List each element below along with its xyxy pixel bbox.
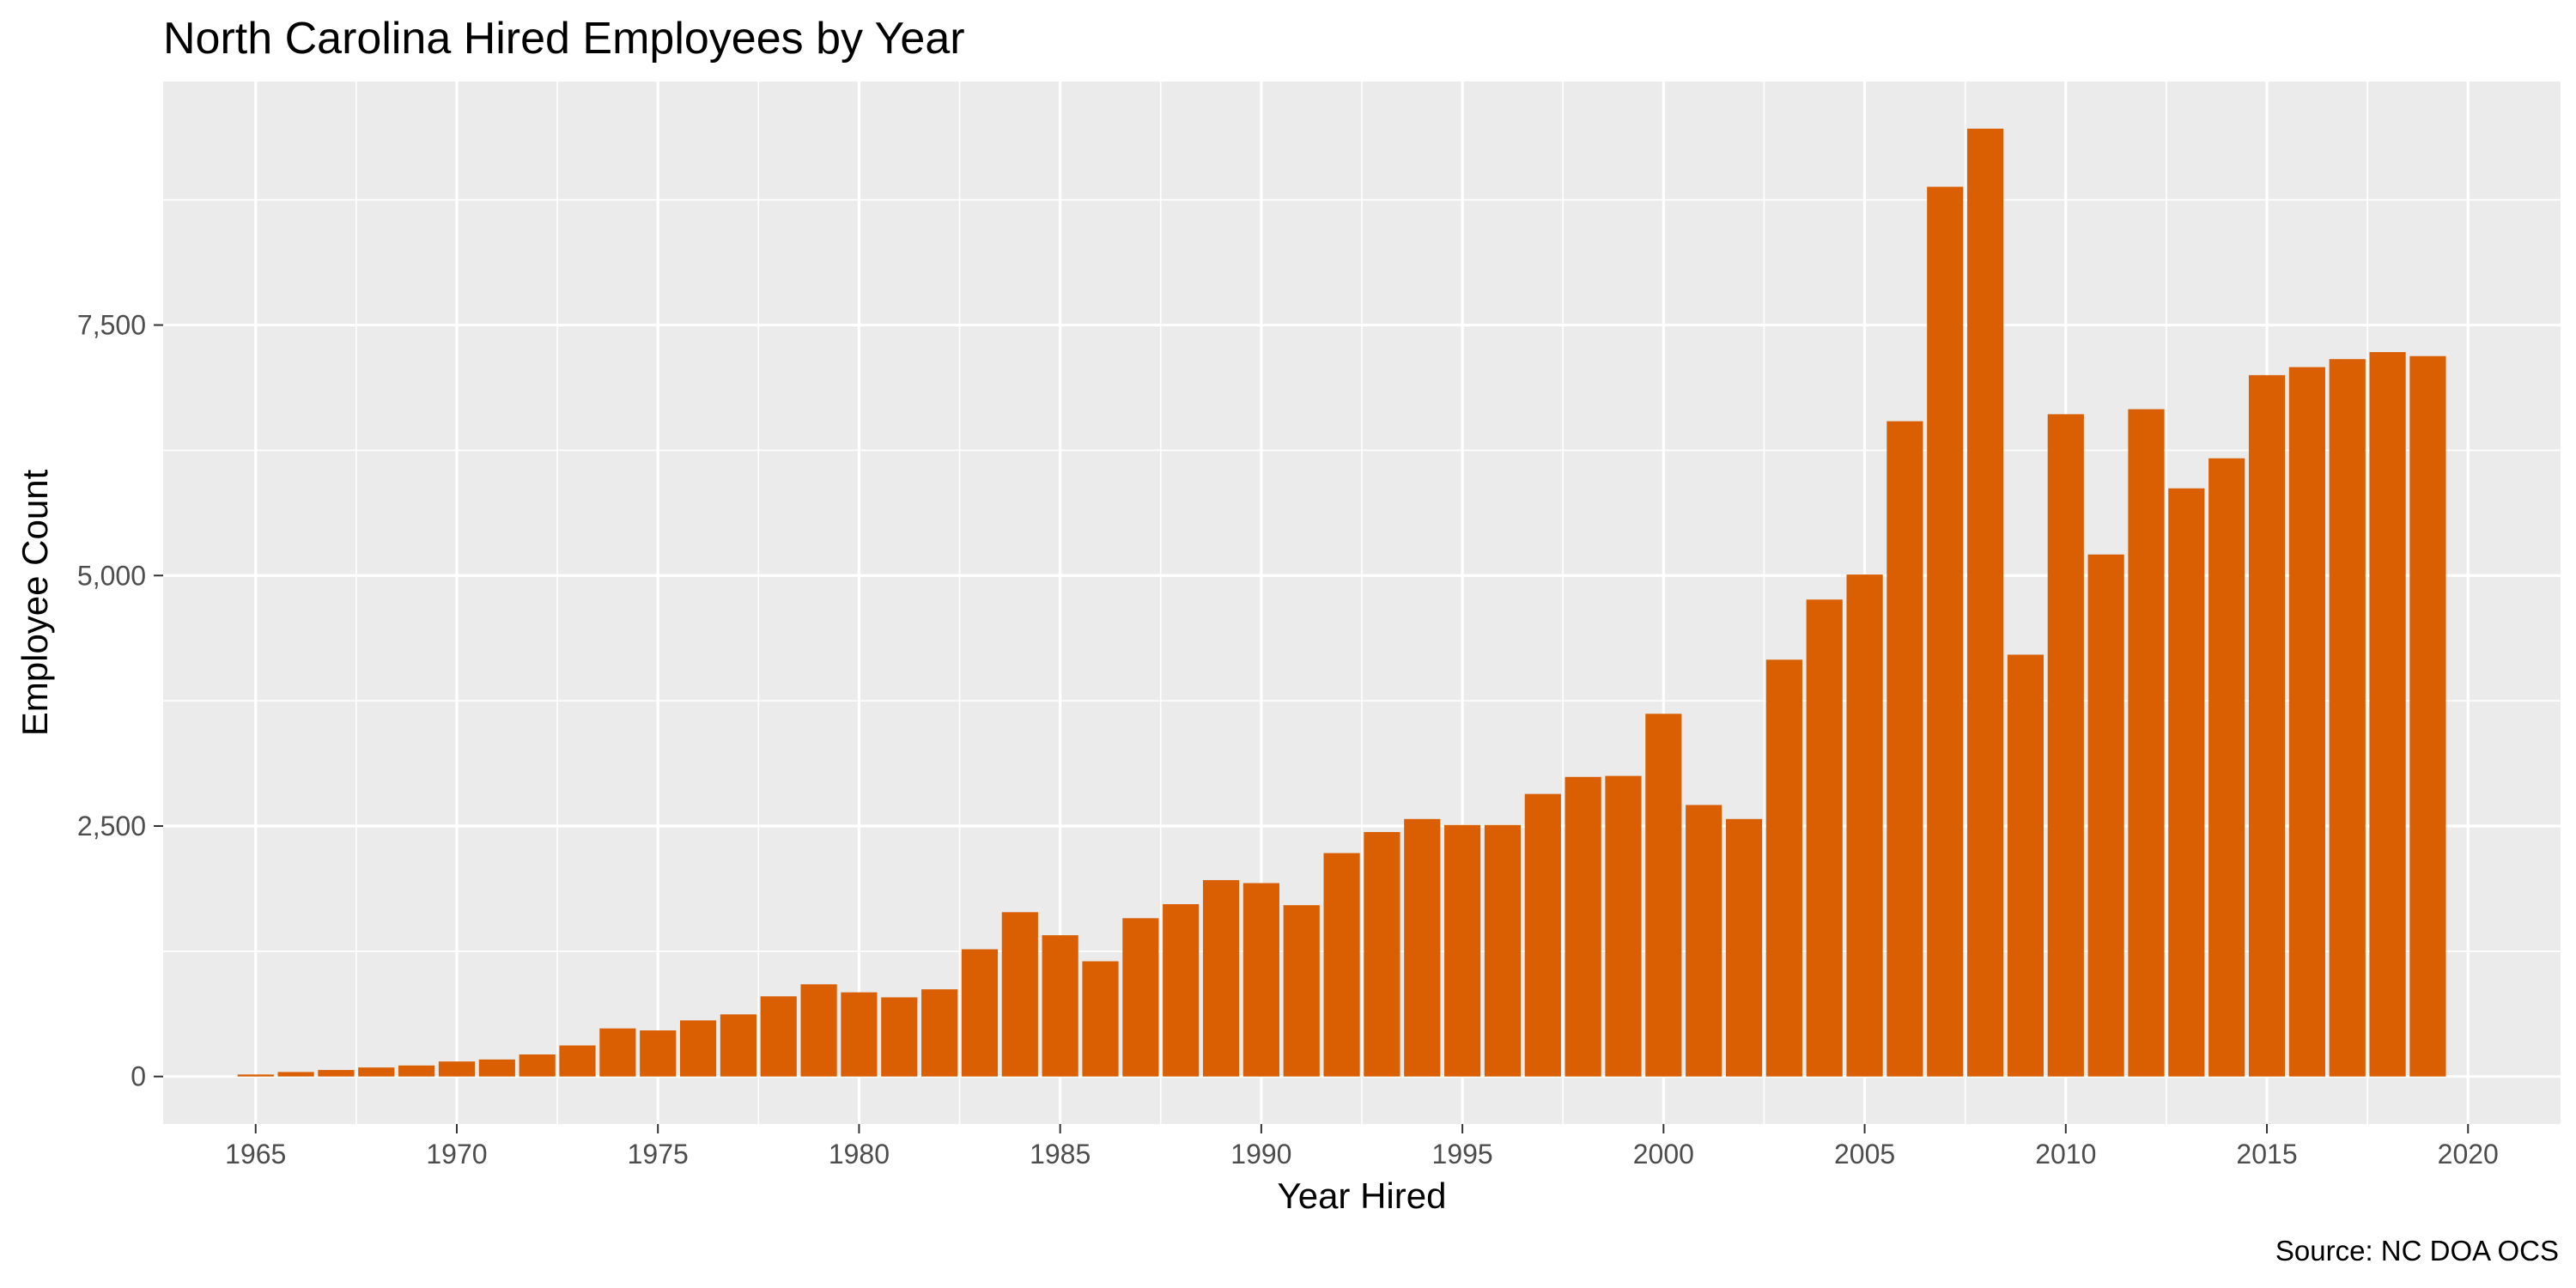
bar-1991 bbox=[1283, 905, 1320, 1077]
x-tick-label: 1975 bbox=[628, 1139, 689, 1170]
minor-gridlines bbox=[163, 82, 2561, 1124]
bar-1973 bbox=[559, 1045, 596, 1077]
bar-1978 bbox=[760, 996, 797, 1077]
bar-1971 bbox=[478, 1059, 515, 1077]
bar-1994 bbox=[1404, 818, 1441, 1077]
bar-1992 bbox=[1323, 853, 1360, 1077]
bar-2005 bbox=[1846, 574, 1883, 1077]
bar-1965 bbox=[237, 1074, 274, 1077]
bar-1983 bbox=[961, 949, 999, 1077]
bar-2013 bbox=[2168, 488, 2205, 1077]
bar-1981 bbox=[881, 997, 918, 1077]
bar-2007 bbox=[1927, 186, 1964, 1077]
bar-2009 bbox=[2007, 654, 2044, 1077]
x-tick-label: 2015 bbox=[2236, 1139, 2297, 1170]
bar-1987 bbox=[1122, 918, 1159, 1077]
bar-1999 bbox=[1605, 775, 1642, 1077]
bar-2000 bbox=[1645, 714, 1682, 1077]
bar-1979 bbox=[800, 984, 837, 1077]
bar-1990 bbox=[1242, 883, 1279, 1077]
x-tick-label: 1990 bbox=[1230, 1139, 1291, 1170]
bar-2018 bbox=[2369, 352, 2406, 1077]
bar-2010 bbox=[2047, 414, 2084, 1077]
bar-2019 bbox=[2409, 355, 2446, 1077]
bar-1972 bbox=[519, 1054, 556, 1077]
bar-2008 bbox=[1967, 128, 2004, 1077]
x-tick-label: 1985 bbox=[1030, 1139, 1091, 1170]
bar-2014 bbox=[2208, 458, 2245, 1077]
x-tick-label: 1970 bbox=[426, 1139, 487, 1170]
bar-1980 bbox=[841, 992, 878, 1077]
bar-2016 bbox=[2288, 367, 2325, 1077]
y-tick-label: 7,500 bbox=[77, 310, 146, 341]
bar-1989 bbox=[1202, 879, 1240, 1077]
bar-1977 bbox=[720, 1014, 756, 1077]
bar-2017 bbox=[2329, 359, 2366, 1077]
bar-1974 bbox=[599, 1028, 636, 1077]
bar-1986 bbox=[1082, 961, 1119, 1077]
x-axis: 1965 1970 1975 1980 1985 1990 1995 2000 2005 2010… bbox=[225, 1124, 2499, 1170]
bar-1997 bbox=[1524, 793, 1561, 1077]
bar-1996 bbox=[1484, 824, 1522, 1077]
chart-title: North Carolina Hired Employees by Year bbox=[163, 14, 965, 64]
bar-1970 bbox=[438, 1061, 476, 1077]
x-tick-label: 2020 bbox=[2438, 1139, 2499, 1170]
x-tick-label: 2000 bbox=[1633, 1139, 1694, 1170]
x-tick-label: 1995 bbox=[1432, 1139, 1493, 1170]
bar-1984 bbox=[1001, 912, 1038, 1077]
bar-2012 bbox=[2128, 409, 2165, 1077]
bar-1969 bbox=[398, 1065, 435, 1077]
y-tick-label: 2,500 bbox=[77, 811, 146, 841]
bar-1966 bbox=[277, 1072, 314, 1077]
x-tick-label: 2005 bbox=[1834, 1139, 1895, 1170]
bar-2002 bbox=[1725, 818, 1763, 1077]
bar-1988 bbox=[1163, 903, 1200, 1077]
bar-1995 bbox=[1444, 824, 1481, 1077]
bar-1985 bbox=[1042, 935, 1078, 1077]
bar-1982 bbox=[921, 989, 958, 1077]
source-caption: Source: NC DOA OCS bbox=[2275, 1235, 2559, 1267]
bar-1993 bbox=[1364, 831, 1400, 1077]
bars bbox=[237, 128, 2446, 1077]
y-axis-title: Employee Count bbox=[15, 469, 55, 736]
x-axis-title: Year Hired bbox=[1278, 1176, 1447, 1216]
x-tick-label: 1980 bbox=[829, 1139, 890, 1170]
x-tick-label: 1965 bbox=[225, 1139, 286, 1170]
y-tick-label: 0 bbox=[131, 1061, 146, 1092]
bar-2006 bbox=[1886, 421, 1923, 1077]
bar-1976 bbox=[679, 1020, 717, 1077]
bar-2004 bbox=[1806, 599, 1843, 1077]
bar-1975 bbox=[640, 1030, 677, 1077]
bar-2003 bbox=[1765, 659, 1802, 1077]
bar-2001 bbox=[1686, 805, 1722, 1077]
bar-1967 bbox=[318, 1070, 355, 1077]
bar-2011 bbox=[2087, 554, 2124, 1077]
bar-2015 bbox=[2248, 374, 2286, 1077]
y-axis: 0 2,500 5,000 7,500 bbox=[77, 310, 163, 1092]
y-tick-label: 5,000 bbox=[77, 560, 146, 591]
bar-1998 bbox=[1564, 776, 1601, 1077]
bar-1968 bbox=[358, 1067, 395, 1077]
x-tick-label: 2010 bbox=[2035, 1139, 2096, 1170]
